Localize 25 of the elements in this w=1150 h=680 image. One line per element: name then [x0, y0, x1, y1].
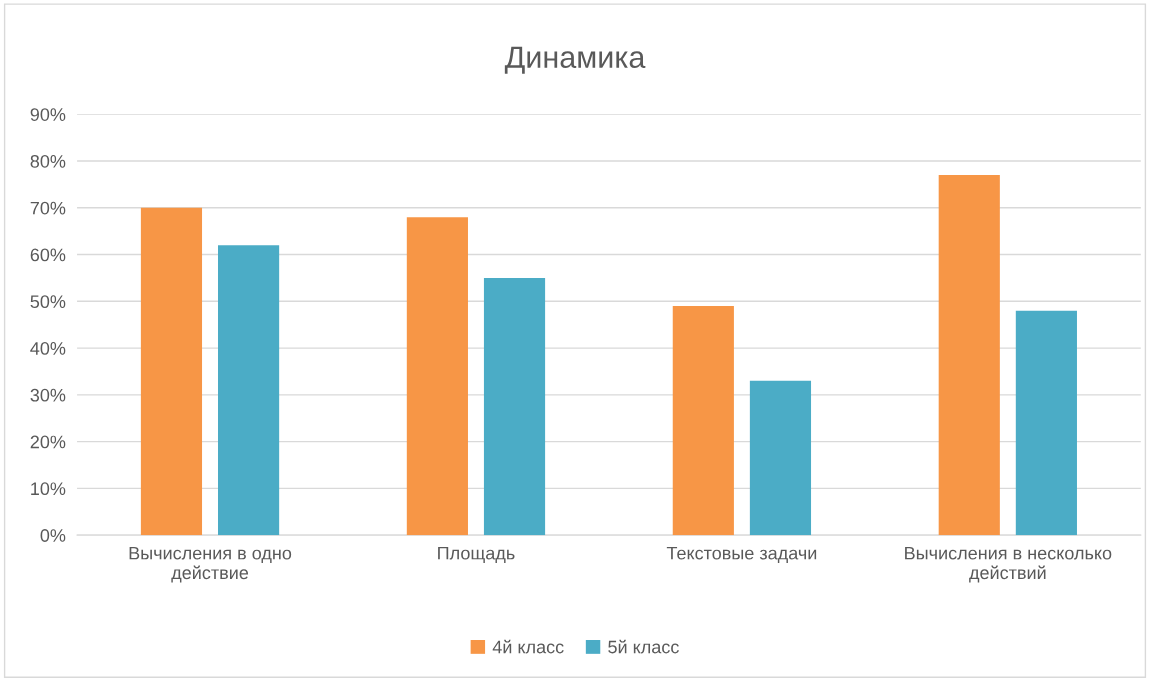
y-tick-label: 70% [30, 201, 66, 215]
bar [1015, 310, 1077, 536]
bar [406, 217, 468, 536]
y-tick-label: 10% [31, 482, 66, 496]
x-tick-label: Площадь [438, 546, 515, 563]
x-tick-label: Вычисления в несколько действий [905, 546, 1112, 583]
chart-title: Динамика [504, 46, 646, 74]
legend-label: 4й класс [492, 639, 564, 654]
y-tick-label: 0% [40, 529, 66, 542]
y-tick-label: 60% [30, 248, 66, 262]
y-tick-label: 50% [30, 295, 66, 309]
y-tick-label: 80% [30, 154, 66, 168]
bar [938, 175, 1000, 536]
y-tick-label: 20% [30, 435, 66, 449]
bar [218, 245, 280, 536]
x-tick-label: Текстовые задачи [666, 546, 817, 563]
y-tick-label: 40% [30, 342, 66, 355]
bar [749, 380, 812, 536]
bar [140, 207, 203, 536]
bar [672, 305, 734, 536]
x-tick-label: Вычисления в одно действие [129, 546, 292, 583]
y-tick-label: 30% [30, 388, 66, 402]
y-tick-label: 90% [30, 108, 66, 121]
legend-label: 5й класс [608, 639, 679, 654]
bar [483, 277, 546, 536]
